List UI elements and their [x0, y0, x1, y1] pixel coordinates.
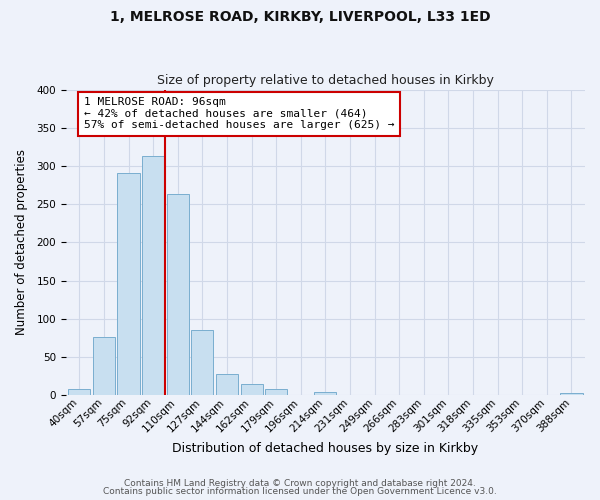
Bar — [118, 173, 140, 396]
Y-axis label: Number of detached properties: Number of detached properties — [15, 150, 28, 336]
Title: Size of property relative to detached houses in Kirkby: Size of property relative to detached ho… — [157, 74, 494, 87]
Text: 1 MELROSE ROAD: 96sqm
← 42% of detached houses are smaller (464)
57% of semi-det: 1 MELROSE ROAD: 96sqm ← 42% of detached … — [84, 97, 394, 130]
Bar — [142, 156, 164, 396]
Bar — [216, 374, 238, 396]
Text: Contains public sector information licensed under the Open Government Licence v3: Contains public sector information licen… — [103, 487, 497, 496]
Text: Contains HM Land Registry data © Crown copyright and database right 2024.: Contains HM Land Registry data © Crown c… — [124, 478, 476, 488]
Bar — [68, 390, 91, 396]
X-axis label: Distribution of detached houses by size in Kirkby: Distribution of detached houses by size … — [172, 442, 478, 455]
Bar — [241, 384, 263, 396]
Bar — [314, 392, 337, 396]
Bar — [560, 393, 583, 396]
Bar — [93, 336, 115, 396]
Bar — [191, 330, 214, 396]
Text: 1, MELROSE ROAD, KIRKBY, LIVERPOOL, L33 1ED: 1, MELROSE ROAD, KIRKBY, LIVERPOOL, L33 … — [110, 10, 490, 24]
Bar — [167, 194, 189, 396]
Bar — [265, 388, 287, 396]
